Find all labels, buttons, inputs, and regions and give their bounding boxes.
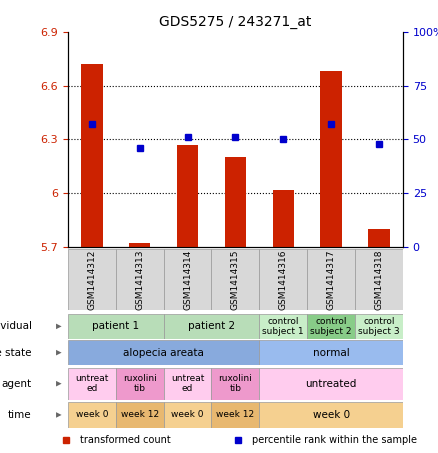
Bar xyxy=(259,249,307,310)
Text: control
subject 1: control subject 1 xyxy=(262,317,304,336)
Bar xyxy=(68,340,259,365)
Text: disease state: disease state xyxy=(0,347,32,358)
Bar xyxy=(164,402,212,428)
Text: week 0: week 0 xyxy=(313,410,350,420)
Text: alopecia areata: alopecia areata xyxy=(123,347,204,358)
Bar xyxy=(355,249,403,310)
Bar xyxy=(259,402,403,428)
Text: week 0: week 0 xyxy=(76,410,108,419)
Bar xyxy=(68,314,164,339)
Bar xyxy=(164,249,212,310)
Text: transformed count: transformed count xyxy=(80,435,170,445)
Bar xyxy=(129,243,151,247)
Bar xyxy=(212,249,259,310)
Text: week 12: week 12 xyxy=(120,410,159,419)
Text: untreated: untreated xyxy=(305,379,357,389)
Bar xyxy=(116,402,164,428)
Text: GSM1414314: GSM1414314 xyxy=(183,250,192,310)
Text: GSM1414313: GSM1414313 xyxy=(135,250,144,310)
Bar xyxy=(368,229,390,247)
Bar xyxy=(164,314,259,339)
Text: ruxolini
tib: ruxolini tib xyxy=(123,374,156,393)
Bar xyxy=(164,368,212,400)
Text: patient 2: patient 2 xyxy=(188,321,235,332)
Bar xyxy=(272,189,294,247)
Text: untreat
ed: untreat ed xyxy=(75,374,109,393)
Text: individual: individual xyxy=(0,321,32,332)
Text: GSM1414312: GSM1414312 xyxy=(87,250,96,310)
Text: ruxolini
tib: ruxolini tib xyxy=(219,374,252,393)
Text: patient 1: patient 1 xyxy=(92,321,139,332)
Text: time: time xyxy=(8,410,32,420)
Text: percentile rank within the sample: percentile rank within the sample xyxy=(252,435,417,445)
Bar xyxy=(355,314,403,339)
Bar xyxy=(68,402,116,428)
Bar xyxy=(68,368,116,400)
Text: normal: normal xyxy=(313,347,350,358)
Text: GSM1414315: GSM1414315 xyxy=(231,250,240,310)
Bar xyxy=(68,249,116,310)
Bar xyxy=(81,64,102,247)
Text: GSM1414318: GSM1414318 xyxy=(374,250,384,310)
Text: GSM1414316: GSM1414316 xyxy=(279,250,288,310)
Text: week 12: week 12 xyxy=(216,410,254,419)
Bar xyxy=(259,314,307,339)
Text: agent: agent xyxy=(1,379,32,389)
Bar xyxy=(259,340,403,365)
Bar xyxy=(225,157,246,247)
Bar xyxy=(307,314,355,339)
Bar xyxy=(177,145,198,247)
Bar xyxy=(116,249,164,310)
Bar xyxy=(212,402,259,428)
Bar xyxy=(116,368,164,400)
Bar xyxy=(259,368,403,400)
Title: GDS5275 / 243271_at: GDS5275 / 243271_at xyxy=(159,15,311,29)
Bar xyxy=(320,71,342,247)
Text: control
subject 3: control subject 3 xyxy=(358,317,400,336)
Bar xyxy=(307,249,355,310)
Text: GSM1414317: GSM1414317 xyxy=(327,250,336,310)
Text: week 0: week 0 xyxy=(171,410,204,419)
Bar xyxy=(212,368,259,400)
Text: control
subject 2: control subject 2 xyxy=(311,317,352,336)
Text: untreat
ed: untreat ed xyxy=(171,374,204,393)
